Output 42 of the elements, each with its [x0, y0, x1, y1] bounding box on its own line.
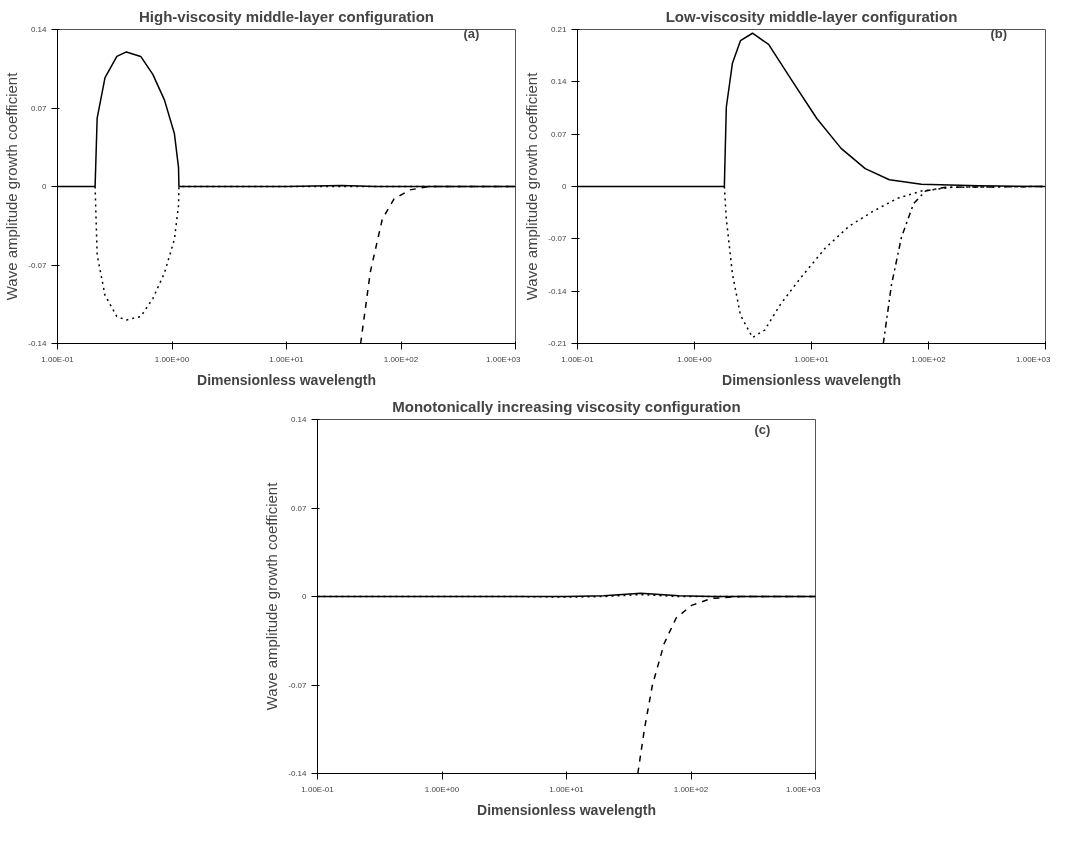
chart-title: Low-viscosity middle-layer configuration	[665, 7, 958, 25]
x-tick-label: 1.00E+02	[911, 354, 947, 364]
y-tick-label: -0.07	[288, 680, 308, 690]
x-tick-label: 1.00E-01	[301, 784, 335, 794]
y-tick-label: 0.07	[550, 129, 568, 139]
x-tick-label: 1.00E+02	[673, 784, 709, 794]
y-tick-label: 0	[562, 182, 568, 191]
x-tick-label: 1.00E+01	[269, 354, 305, 364]
y-tick-label: -0.14	[548, 286, 568, 296]
x-tick-label: 1.00E+01	[794, 354, 830, 364]
x-axis-title: Dimensionless wavelength	[197, 371, 376, 388]
y-tick-label: -0.14	[28, 339, 48, 348]
y-tick-label: 0.14	[290, 415, 308, 424]
x-tick-label: 1.00E+01	[549, 784, 585, 794]
y-tick-label: -0.07	[28, 260, 48, 270]
x-axis-title: Dimensionless wavelength	[477, 801, 656, 818]
annotation: (c)	[754, 421, 771, 437]
y-tick-label: 0	[42, 182, 48, 191]
y-tick-label: -0.14	[288, 769, 308, 778]
x-axis-title: Dimensionless wavelength	[722, 371, 901, 388]
x-tick-label: 1.00E+03	[1016, 354, 1052, 364]
x-tick-label: 1.00E+02	[383, 354, 419, 364]
x-tick-label: 1.00E+00	[677, 354, 713, 364]
y-axis-title: Wave amplitude growth coefficient	[3, 71, 21, 301]
x-tick-label: 1.00E+03	[486, 354, 522, 364]
x-tick-label: 1.00E+00	[424, 784, 460, 794]
y-tick-label: -0.07	[548, 234, 568, 244]
y-axis-title: Wave amplitude growth coefficient	[523, 71, 541, 301]
y-tick-label: 0.14	[550, 77, 568, 87]
y-tick-label: 0.07	[290, 503, 308, 513]
y-tick-label: 0	[302, 592, 308, 601]
y-axis-title: Wave amplitude growth coefficient	[263, 481, 281, 711]
y-tick-label: 0.07	[30, 103, 48, 113]
x-tick-label: 1.00E-01	[41, 354, 75, 364]
y-tick-label: 0.21	[550, 25, 568, 34]
y-tick-label: 0.14	[30, 25, 48, 34]
y-tick-label: -0.21	[548, 339, 568, 348]
chart-title: High-viscosity middle-layer configuration	[138, 7, 435, 25]
x-tick-label: 1.00E+00	[154, 354, 190, 364]
x-tick-label: 1.00E-01	[561, 354, 595, 364]
chart-title: Monotonically increasing viscosity configuration	[392, 397, 741, 415]
x-tick-label: 1.00E+03	[786, 784, 822, 794]
